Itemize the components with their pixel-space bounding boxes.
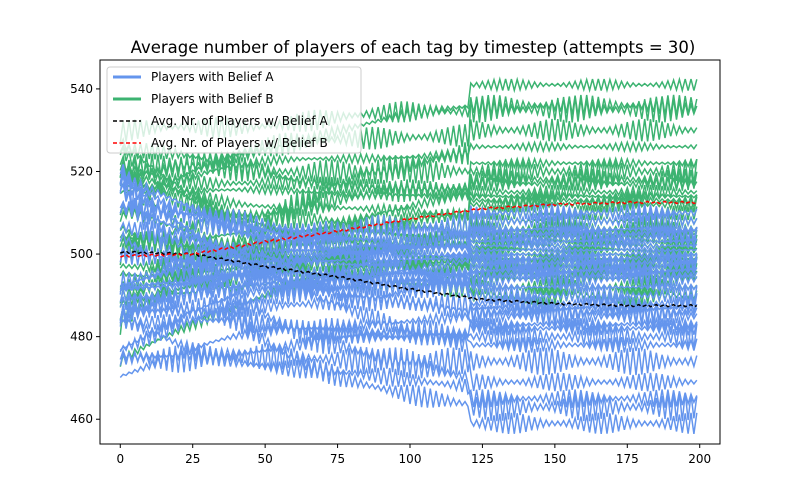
- series-line: [119, 153, 698, 185]
- legend-label-avg-b: Avg. Nr. of Players w/ Belief B: [151, 136, 328, 150]
- series-line: [119, 224, 698, 322]
- legend-box: [106, 66, 362, 154]
- series-line: [119, 202, 698, 284]
- series-line: [119, 343, 698, 376]
- x-tick-label: 125: [471, 452, 494, 466]
- legend: Players with Belief A Players with Belie…: [106, 66, 362, 154]
- series-line: [119, 118, 698, 185]
- series-line: [119, 198, 698, 249]
- x-tick-label: 50: [257, 452, 272, 466]
- series-line: [119, 182, 698, 203]
- series-line: [119, 315, 698, 367]
- series-line: [119, 203, 698, 320]
- series-line: [119, 181, 698, 435]
- x-tick-label: 200: [688, 452, 711, 466]
- series-line: [119, 206, 698, 295]
- y-tick-label: 520: [70, 164, 93, 178]
- plot-lines: [119, 76, 698, 435]
- series-line: [119, 139, 698, 195]
- chart-title: Average number of players of each tag by…: [131, 38, 696, 57]
- x-tick-label: 75: [330, 452, 345, 466]
- y-axis: 460 480 500 520 540: [70, 82, 100, 426]
- avg-line-belief-b: [120, 200, 698, 258]
- y-tick-label: 540: [70, 82, 93, 96]
- series-line: [119, 257, 698, 353]
- series-line: [119, 142, 698, 213]
- x-tick-label: 150: [543, 452, 566, 466]
- legend-label-belief-a: Players with Belief A: [151, 70, 274, 84]
- y-tick-label: 500: [70, 247, 93, 261]
- y-tick-label: 460: [70, 412, 93, 426]
- legend-label-belief-b: Players with Belief B: [151, 92, 274, 106]
- x-tick-label: 175: [616, 452, 639, 466]
- x-tick-label: 25: [185, 452, 200, 466]
- x-axis: 0 25 50 75 100 125 150 175 200: [116, 444, 711, 466]
- series-line: [119, 268, 698, 324]
- x-tick-label: 100: [399, 452, 422, 466]
- avg-line-belief-a: [120, 250, 698, 308]
- y-tick-label: 480: [70, 330, 93, 344]
- series-line: [119, 229, 698, 325]
- x-tick-label: 0: [116, 452, 124, 466]
- legend-label-avg-a: Avg. Nr. of Players w/ Belief A: [151, 114, 328, 128]
